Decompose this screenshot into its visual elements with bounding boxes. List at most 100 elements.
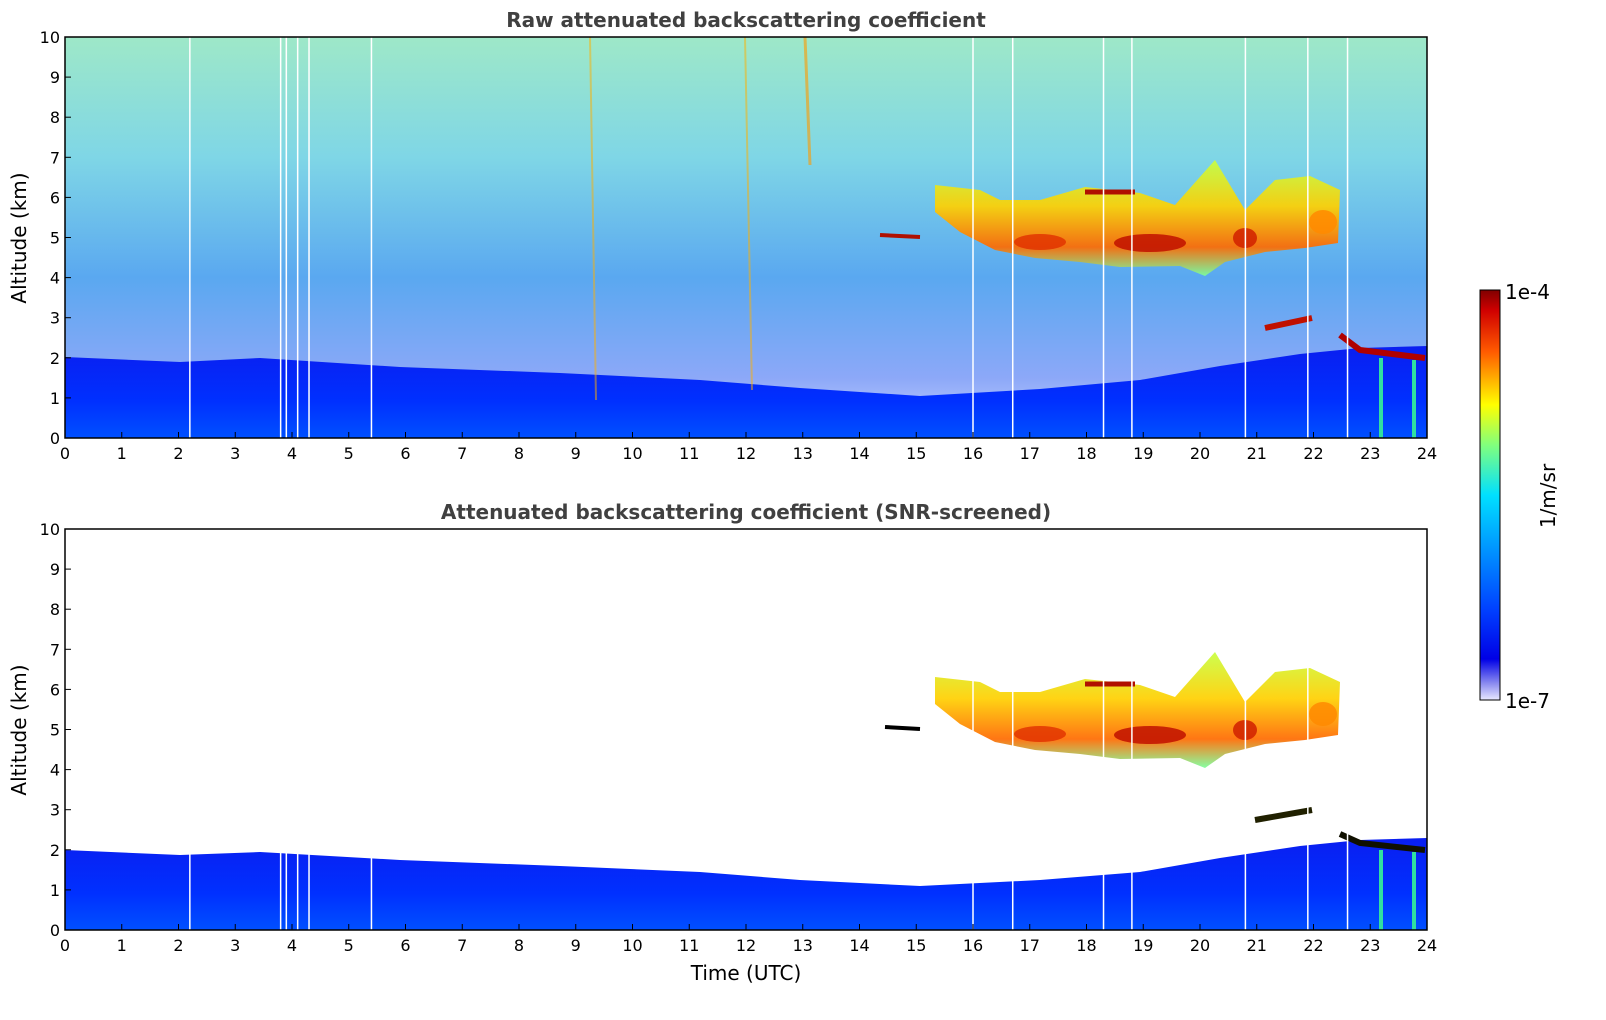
x-tick-label: 18 <box>1076 936 1096 955</box>
x-tick-label: 24 <box>1417 444 1437 463</box>
x-tick-label: 11 <box>679 444 699 463</box>
x-tick-label: 9 <box>571 936 581 955</box>
x-tick-label: 8 <box>514 444 524 463</box>
panel-2-y-label: Altitude (km) <box>7 664 31 795</box>
y-tick-label: 3 <box>50 309 60 328</box>
x-tick-label: 16 <box>963 444 983 463</box>
x-tick-label: 10 <box>622 444 642 463</box>
y-tick-label: 1 <box>50 881 60 900</box>
x-tick-label: 20 <box>1190 936 1210 955</box>
x-tick-label: 7 <box>457 444 467 463</box>
panel-1-y-axis: 0 1 2 3 4 5 6 7 8 9 10 <box>40 28 71 448</box>
colorbar: 1e-4 1e-7 1/m/sr <box>1479 280 1560 713</box>
x-tick-label: 4 <box>287 936 297 955</box>
x-tick-label: 16 <box>963 936 983 955</box>
y-tick-label: 2 <box>50 841 60 860</box>
panel-2-x-axis: 0 1 2 3 4 5 6 7 8 9 10 11 12 13 14 15 16 17 18 19 20 21 22 23 24 <box>60 924 1437 955</box>
x-tick-label: 23 <box>1360 936 1380 955</box>
x-tick-label: 9 <box>571 444 581 463</box>
x-tick-label: 6 <box>400 444 410 463</box>
y-tick-label: 10 <box>40 28 60 47</box>
x-axis-label: Time (UTC) <box>690 961 802 985</box>
y-tick-label: 2 <box>50 349 60 368</box>
y-tick-label: 6 <box>50 188 60 207</box>
panel-1-missing-profiles <box>189 37 1349 438</box>
panel-1-cloud-core <box>1014 234 1066 250</box>
y-tick-label: 8 <box>50 600 60 619</box>
x-tick-label: 14 <box>849 936 869 955</box>
panel-1-cirrus-streak <box>589 37 597 401</box>
panel-1-low-cloud <box>1264 315 1313 331</box>
x-tick-label: 15 <box>906 936 926 955</box>
x-tick-label: 5 <box>344 936 354 955</box>
x-tick-label: 1 <box>117 444 127 463</box>
panel-2-low-cloud <box>1254 807 1313 823</box>
panel-1-cloud-streak <box>879 233 921 239</box>
panel-1-low-cloud <box>1338 332 1426 361</box>
y-tick-label: 10 <box>40 520 60 539</box>
x-tick-label: 13 <box>793 936 813 955</box>
y-tick-label: 4 <box>50 761 60 780</box>
y-tick-label: 8 <box>50 108 60 127</box>
y-tick-label: 9 <box>50 68 60 87</box>
x-tick-label: 4 <box>287 444 297 463</box>
x-tick-label: 17 <box>1020 936 1040 955</box>
panel-1-cloud-core <box>1114 234 1186 252</box>
x-tick-label: 22 <box>1303 936 1323 955</box>
x-tick-label: 3 <box>230 444 240 463</box>
x-tick-label: 15 <box>906 444 926 463</box>
x-tick-label: 13 <box>793 444 813 463</box>
panel-2-cloud-core <box>1309 702 1337 726</box>
panel-2-cloud-core <box>1114 726 1186 744</box>
panel-2-title: Attenuated backscattering coefficient (S… <box>441 500 1051 524</box>
x-tick-label: 11 <box>679 936 699 955</box>
panel-1-heatmap <box>65 37 1427 438</box>
x-tick-label: 12 <box>736 444 756 463</box>
panel-2-boundary-layer <box>65 838 1427 930</box>
panel-2-heatmap <box>65 529 1427 930</box>
y-tick-label: 6 <box>50 680 60 699</box>
x-tick-label: 24 <box>1417 936 1437 955</box>
x-tick-label: 17 <box>1020 444 1040 463</box>
x-tick-label: 3 <box>230 936 240 955</box>
panel-2-y-axis: 0 1 2 3 4 5 6 7 8 9 10 <box>40 520 71 940</box>
y-tick-label: 4 <box>50 269 60 288</box>
x-tick-label: 23 <box>1360 444 1380 463</box>
x-tick-label: 6 <box>400 936 410 955</box>
x-tick-label: 12 <box>736 936 756 955</box>
panel-1-y-label: Altitude (km) <box>7 172 31 303</box>
y-tick-label: 1 <box>50 389 60 408</box>
x-tick-label: 21 <box>1247 444 1267 463</box>
x-tick-label: 22 <box>1303 444 1323 463</box>
y-tick-label: 3 <box>50 801 60 820</box>
colorbar-min-label: 1e-7 <box>1505 689 1550 713</box>
colorbar-max-label: 1e-4 <box>1505 280 1550 304</box>
x-tick-label: 18 <box>1076 444 1096 463</box>
panel-1-x-axis: 0 1 2 3 4 5 6 7 8 9 10 11 12 13 14 15 16 17 18 19 20 21 22 23 24 <box>60 432 1437 463</box>
x-tick-label: 5 <box>344 444 354 463</box>
panel-2-low-cloud <box>1338 831 1426 853</box>
y-tick-label: 9 <box>50 560 60 579</box>
x-tick-label: 1 <box>117 936 127 955</box>
x-tick-label: 20 <box>1190 444 1210 463</box>
panel-1-boundary-layer <box>65 346 1427 438</box>
x-tick-label: 7 <box>457 936 467 955</box>
y-tick-label: 5 <box>50 229 60 248</box>
x-tick-label: 10 <box>622 936 642 955</box>
panel-2-cloud-streak <box>884 725 921 731</box>
panel-1-cirrus-streak <box>803 37 812 166</box>
x-tick-label: 0 <box>60 444 70 463</box>
x-tick-label: 2 <box>173 936 183 955</box>
colorbar-gradient <box>1479 289 1501 701</box>
y-tick-label: 0 <box>50 921 60 940</box>
x-tick-label: 14 <box>849 444 869 463</box>
x-tick-label: 0 <box>60 936 70 955</box>
y-tick-label: 7 <box>50 640 60 659</box>
panel-2-missing-profiles <box>189 529 1349 930</box>
panel-1-cloud-core <box>1309 210 1337 234</box>
colorbar-unit-label: 1/m/sr <box>1536 463 1560 528</box>
panel-2-cloud-core <box>1014 726 1066 742</box>
x-tick-label: 19 <box>1133 936 1153 955</box>
x-tick-label: 19 <box>1133 444 1153 463</box>
